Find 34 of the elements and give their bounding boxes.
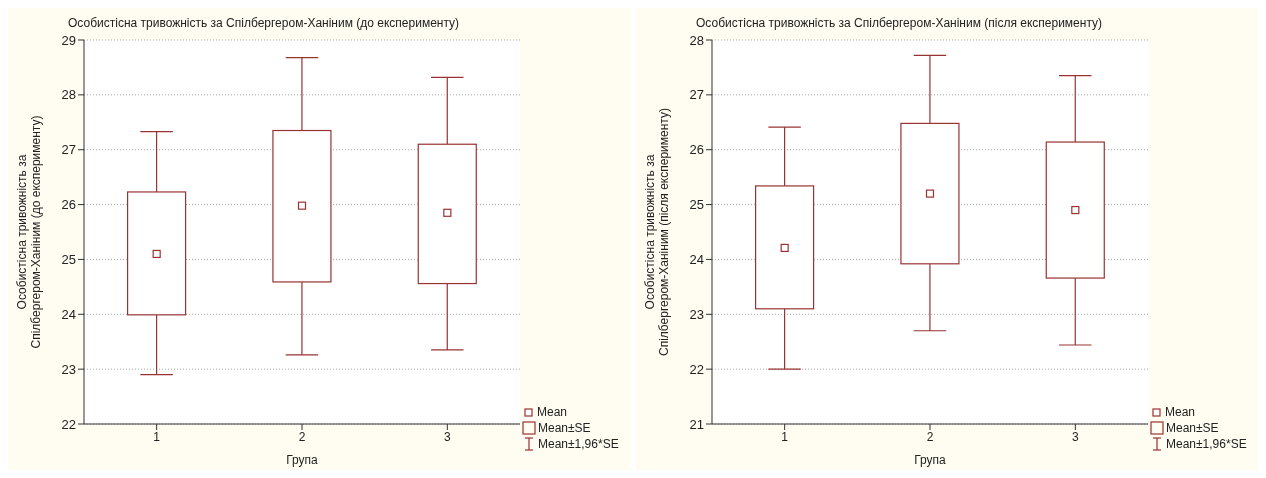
- x-tick-label: 2: [298, 429, 306, 444]
- chart-title: Особистісна тривожність за Спілбергером-Ханіним (після експерименту): [696, 16, 1103, 30]
- y-tick-label: 27: [689, 87, 704, 103]
- y-tick-label: 26: [61, 197, 76, 213]
- x-axis-title: Група: [914, 453, 947, 467]
- y-tick-label: 25: [61, 252, 76, 268]
- y-tick-label: 22: [61, 416, 76, 432]
- text: Mean±1,96*SE: [538, 437, 619, 451]
- y-tick-label: 24: [689, 252, 704, 268]
- x-tick-label: 3: [443, 429, 451, 444]
- y-tick-label: 23: [61, 361, 76, 377]
- chart-title: Особистісна тривожність за Спілбергером-Ханіним (до експерименту): [68, 16, 460, 30]
- y-axis-title: Особистісна тривожність за Спілбергером-Ханіним (до експерименту): [15, 115, 43, 349]
- x-tick-label: 1: [153, 429, 161, 444]
- text: Mean±SE: [1166, 421, 1219, 435]
- y-tick-label: 22: [689, 361, 704, 377]
- y-tick-label: 29: [61, 32, 76, 48]
- y-tick-label: 25: [689, 197, 704, 213]
- y-tick-label: 23: [689, 306, 704, 322]
- y-tick-label: 24: [61, 306, 76, 322]
- y-tick-label: 28: [689, 32, 704, 48]
- y-tick-label: 28: [61, 87, 76, 103]
- text: Mean±1,96*SE: [1166, 437, 1247, 451]
- text: Mean: [537, 405, 568, 419]
- y-tick-label: 21: [689, 416, 704, 432]
- y-tick-label: 27: [61, 142, 76, 158]
- y-tick-label: 26: [689, 142, 704, 158]
- x-tick-label: 2: [926, 429, 934, 444]
- x-axis-title: Група: [286, 453, 319, 467]
- x-tick-label: 3: [1071, 429, 1079, 444]
- text: Mean: [1165, 405, 1196, 419]
- y-axis-title: Особистісна тривожність за Спілбергером-Ханіним (після експерименту): [643, 108, 671, 356]
- text: Mean±SE: [538, 421, 591, 435]
- x-tick-label: 1: [781, 429, 789, 444]
